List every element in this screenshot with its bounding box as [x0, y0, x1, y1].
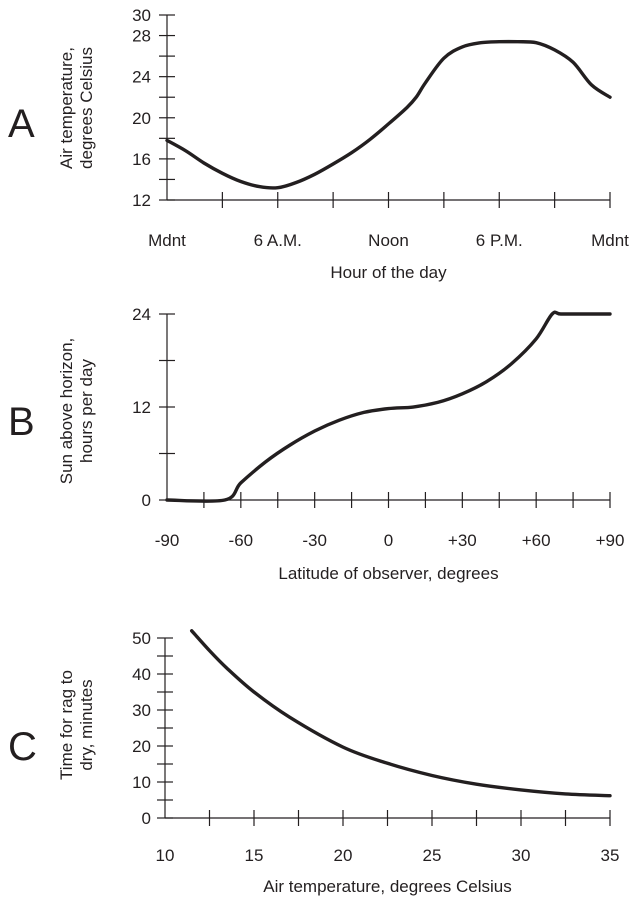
y-axis-label-line: Air temperature,	[57, 47, 76, 169]
panel-letter: B	[8, 400, 35, 444]
x-axis-label: Hour of the day	[330, 263, 447, 282]
y-axis-label-line: dry, minutes	[77, 679, 96, 770]
series-line	[165, 310, 612, 503]
y-tick-label: 24	[132, 305, 151, 324]
y-tick-label: 50	[132, 629, 151, 648]
x-axis-label: Air temperature, degrees Celsius	[263, 877, 512, 896]
y-tick-label: 30	[132, 6, 151, 25]
y-tick-label: 24	[132, 68, 151, 87]
x-tick-label: -30	[302, 531, 327, 550]
x-tick-label: Mdnt	[148, 231, 186, 250]
x-tick-label: 25	[423, 846, 442, 865]
y-tick-label: 20	[132, 109, 151, 128]
y-tick-label: 0	[142, 491, 151, 510]
y-tick-label: 20	[132, 737, 151, 756]
x-tick-label: -90	[155, 531, 180, 550]
y-axis-label-line: hours per day	[77, 359, 96, 463]
x-tick-label: 6 P.M.	[476, 231, 523, 250]
y-tick-label: 10	[132, 773, 151, 792]
y-tick-label: 30	[132, 701, 151, 720]
x-tick-label: 10	[156, 846, 175, 865]
x-axis-label: Latitude of observer, degrees	[278, 564, 498, 583]
x-tick-label: 6 A.M.	[254, 231, 302, 250]
y-tick-label: 28	[132, 27, 151, 46]
panel-a: A 12 16 20 24 28 30 Mdnt 6 A.M. Noon 6 P.M. Mdnt Hou…	[8, 6, 629, 282]
y-axis-label-line: degrees Celsius	[77, 47, 96, 169]
y-tick-label: 12	[132, 191, 151, 210]
y-tick-label: 12	[132, 398, 151, 417]
x-tick-label: Noon	[368, 231, 409, 250]
x-tick-label: +90	[596, 531, 625, 550]
x-tick-label: +30	[448, 531, 477, 550]
x-tick-label: +60	[522, 531, 551, 550]
panel-b: B 0 12 24 -90 -60 -30 0 +30 +60 +90 Latitude of obs…	[8, 305, 624, 583]
panel-letter: C	[8, 725, 37, 769]
x-tick-label: Mdnt	[591, 231, 629, 250]
y-axis-label-line: Sun above horizon,	[57, 338, 76, 485]
x-tick-label: 15	[245, 846, 264, 865]
y-tick-label: 40	[132, 665, 151, 684]
x-tick-label: 30	[512, 846, 531, 865]
series-line	[190, 629, 612, 798]
panel-c: C 0 10 20 30 40 50 10 15 20 25 30 35 Air temperature,…	[8, 629, 619, 896]
panel-letter: A	[8, 102, 35, 146]
y-axis-label-line: Time for rag to	[57, 670, 76, 780]
y-tick-label: 0	[142, 809, 151, 828]
x-tick-label: 35	[601, 846, 620, 865]
x-tick-label: -60	[229, 531, 254, 550]
x-tick-label: 0	[384, 531, 393, 550]
x-tick-label: 20	[334, 846, 353, 865]
series-line	[165, 39, 612, 190]
y-tick-label: 16	[132, 150, 151, 169]
